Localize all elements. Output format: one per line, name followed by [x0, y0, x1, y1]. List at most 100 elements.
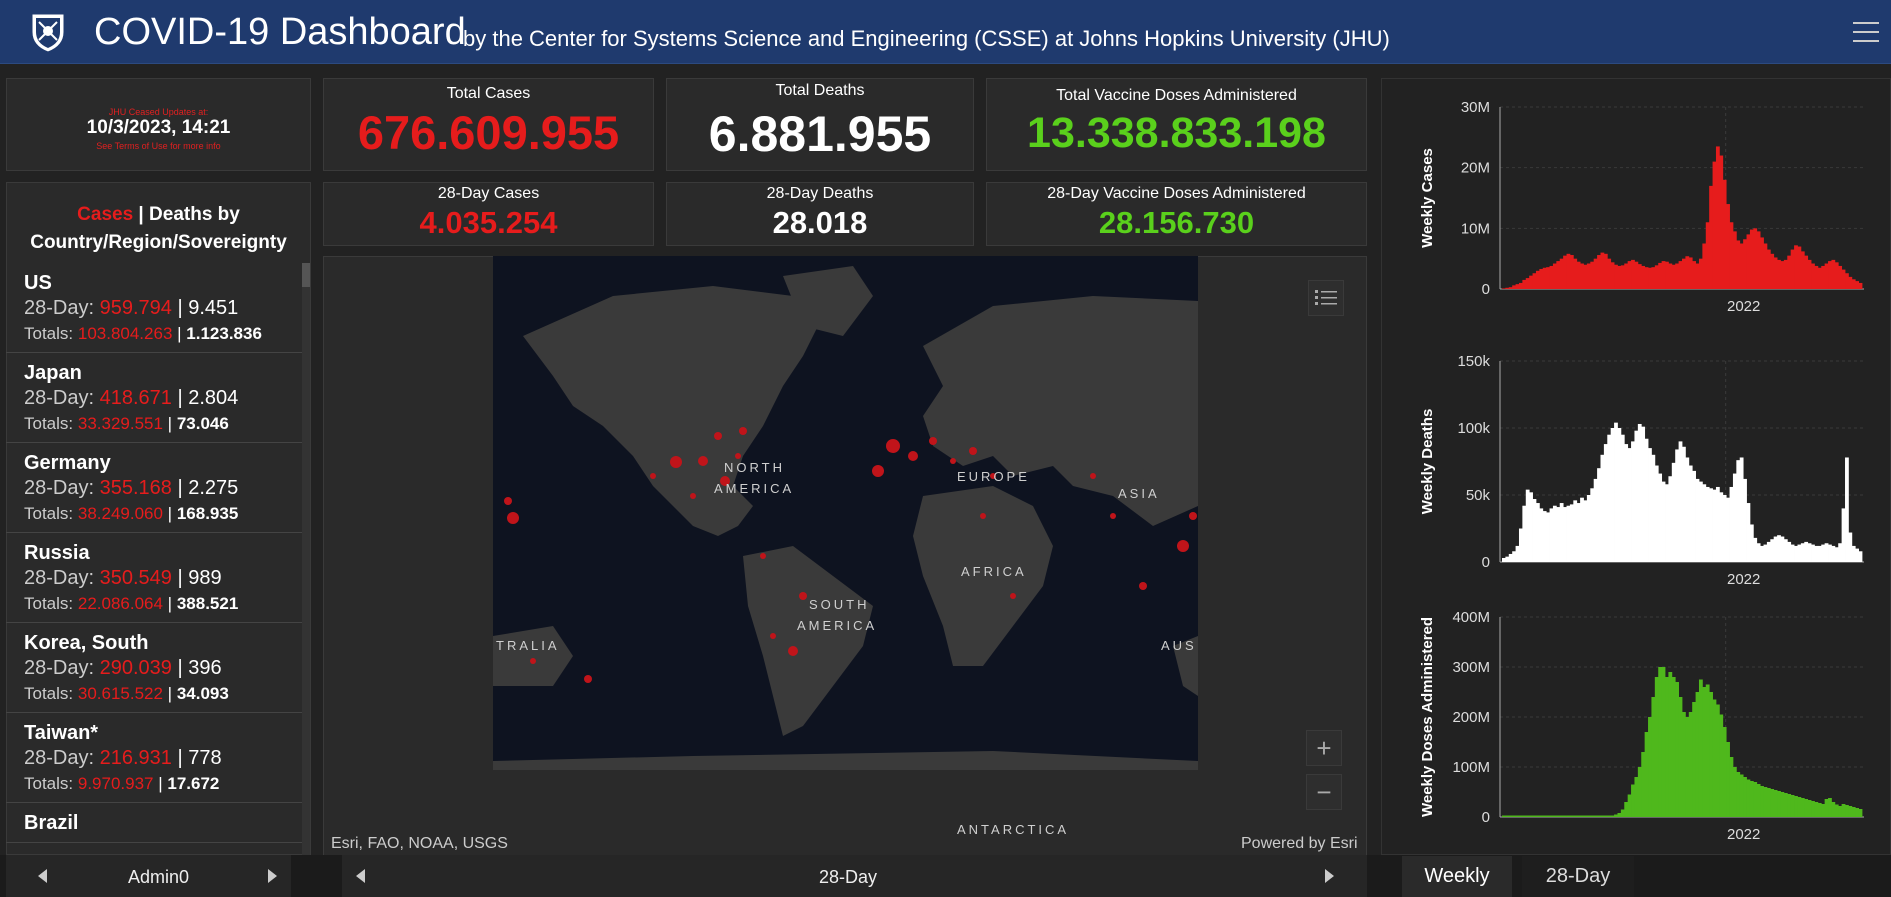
chart-bar: [1800, 543, 1805, 562]
chart-bar: [1658, 262, 1663, 289]
chart-bar: [1556, 507, 1561, 562]
country-name: Taiwan*: [24, 722, 99, 744]
chart-bar: [1828, 544, 1832, 562]
chart-bar: [1855, 808, 1860, 817]
chart-bar: [1692, 702, 1696, 817]
left-pager-next-arrow-icon[interactable]: [268, 869, 277, 883]
chart-bar: [1817, 267, 1822, 289]
zoom-in-button[interactable]: +: [1306, 730, 1342, 766]
chart-bar: [1797, 797, 1802, 817]
total-cases-label: Total Cases: [446, 85, 531, 102]
terms-of-use-link[interactable]: See Terms of Use for more info: [96, 141, 221, 151]
chart-bar: [1603, 444, 1608, 562]
separator: |: [172, 324, 187, 343]
total-deaths: 34.093: [176, 684, 229, 703]
chart-bar: [1586, 495, 1591, 562]
chart-bar: [1631, 259, 1635, 289]
chart-bar: [1583, 264, 1588, 289]
chart-bar: [1593, 815, 1598, 817]
tab-28-day[interactable]: 28-Day: [1522, 856, 1634, 897]
deaths-by-toggle[interactable]: Deaths by: [149, 204, 240, 225]
total-deaths-panel: Total Deaths 6.881.955: [666, 78, 974, 171]
scrollbar-thumb[interactable]: [302, 263, 310, 287]
list-item[interactable]: US 28-Day: 959.794 | 9.451 Totals: 103.804…: [6, 263, 302, 353]
list-item[interactable]: Japan 28-Day: 418.671 | 2.804 Totals: 33.3…: [6, 353, 302, 443]
day28-cases: 216.931: [99, 747, 172, 769]
chart-bar: [1539, 508, 1544, 562]
chart-bar: [1549, 265, 1554, 289]
chart-bar: [1807, 259, 1812, 289]
total-deaths: 388.521: [176, 594, 239, 613]
chart-bar: [1665, 677, 1669, 817]
chart-bar: [1831, 802, 1836, 817]
chart-bar: [1542, 511, 1547, 562]
chart-bar: [1576, 815, 1581, 817]
zoom-out-button[interactable]: −: [1306, 774, 1342, 810]
chart-bar: [1552, 263, 1557, 289]
chart-bar: [1597, 255, 1601, 289]
day28-deaths: 2.275: [188, 477, 239, 499]
day28-label: 28-Day:: [24, 297, 100, 319]
chart-bar: [1722, 179, 1727, 289]
map-label-africa: AFRICA: [961, 564, 1027, 579]
center-pager-prev-arrow-icon[interactable]: [356, 869, 365, 883]
separator: |: [171, 567, 189, 589]
chart-bar: [1702, 687, 1707, 817]
chart-bar: [1631, 784, 1635, 817]
cases-toggle[interactable]: Cases: [77, 204, 134, 225]
chart-bar: [1848, 532, 1853, 562]
chart-bar: [1678, 441, 1683, 562]
country-list-scrollbar[interactable]: [302, 263, 310, 855]
chart-bar: [1692, 470, 1696, 562]
total-cases: 38.249.060: [77, 504, 163, 523]
legend-list-icon[interactable]: [1308, 280, 1344, 316]
total-cases: 9.970.937: [77, 774, 154, 793]
chart-bar: [1851, 807, 1856, 817]
left-pager-prev-arrow-icon[interactable]: [38, 869, 47, 883]
chart-bar: [1617, 428, 1622, 562]
chart-bar: [1648, 267, 1652, 289]
chart-bar: [1705, 222, 1710, 289]
chart-bar: [1682, 258, 1686, 289]
menu-icon[interactable]: [1853, 22, 1879, 44]
chart-bar: [1522, 815, 1527, 817]
center-pager-next-arrow-icon[interactable]: [1325, 869, 1334, 883]
chart-bar: [1838, 806, 1843, 817]
tab-weekly[interactable]: Weekly: [1402, 856, 1512, 897]
chart-bar: [1804, 799, 1809, 817]
list-item[interactable]: Russia 28-Day: 350.549 | 989 Totals: 22.08…: [6, 533, 302, 623]
chart-bar: [1573, 500, 1578, 562]
last-updated-datetime: 10/3/2023, 14:21: [86, 117, 231, 138]
chart-bar: [1631, 441, 1635, 562]
y-axis-label: Weekly Deaths: [1419, 409, 1436, 515]
chart-bar: [1841, 804, 1846, 817]
list-item[interactable]: Germany 28-Day: 355.168 | 2.275 Totals: 38…: [6, 443, 302, 533]
list-item[interactable]: Korea, South 28-Day: 290.039 | 396 Totals:…: [6, 623, 302, 713]
chart-bar: [1729, 757, 1734, 817]
chart-bar: [1552, 505, 1557, 562]
country-list[interactable]: US 28-Day: 959.794 | 9.451 Totals: 103.804…: [6, 263, 302, 855]
chart-bar: [1508, 287, 1513, 289]
totals-line: Totals: 22.086.064 | 388.521: [24, 591, 284, 616]
world-map[interactable]: [493, 256, 1198, 770]
chart-bar: [1715, 146, 1720, 289]
chart-bar: [1746, 234, 1751, 289]
chart-bar: [1695, 478, 1700, 562]
chart-bar: [1502, 557, 1506, 562]
day28-cases: 355.168: [99, 477, 172, 499]
page-subtitle: by the Center for Systems Science and En…: [463, 26, 1390, 51]
list-item[interactable]: Taiwan* 28-Day: 216.931 | 778 Totals: 9.97…: [6, 713, 302, 803]
chart-bar: [1529, 275, 1533, 289]
chart-bar: [1692, 261, 1696, 289]
chart-bar: [1732, 231, 1737, 289]
separator: |: [171, 747, 189, 769]
chart-bar: [1855, 548, 1860, 562]
y-tick-label: 100k: [1457, 420, 1490, 437]
chart-bar: [1607, 815, 1612, 817]
chart-bar: [1811, 544, 1815, 562]
list-item[interactable]: Brazil: [6, 803, 302, 843]
ceased-updates-notice: JHU Ceased Updates at:: [108, 107, 209, 117]
chart-bar: [1580, 263, 1584, 289]
total-cases: 22.086.064: [77, 594, 163, 613]
total-cases: 103.804.263: [77, 324, 173, 343]
